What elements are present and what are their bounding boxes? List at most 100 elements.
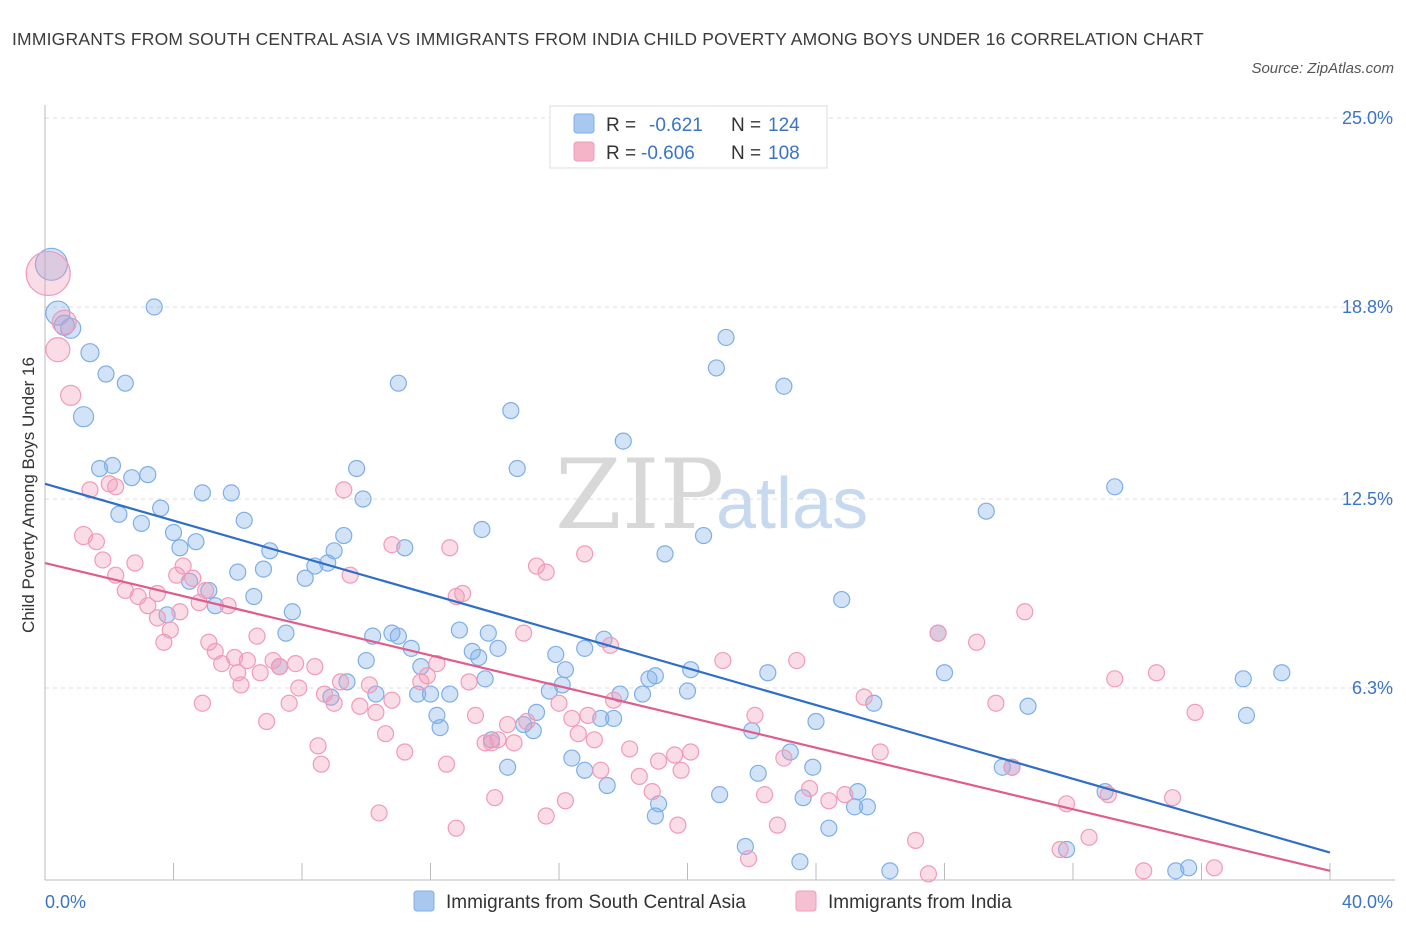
point-india-36 [286,654,305,673]
point-india-90 [871,743,889,761]
point-india-97 [1016,603,1034,621]
point-india-16 [161,621,179,639]
point-india-39 [309,737,327,755]
point-south-central-asia-38 [354,490,372,508]
point-india-124 [441,539,459,557]
point-south-central-asia-81 [633,685,652,703]
point-south-central-asia-40 [396,539,414,557]
point-south-central-asia-102 [807,712,825,731]
point-south-central-asia-54 [428,706,446,725]
point-south-central-asia-72 [556,661,575,679]
point-south-central-asia-99 [775,377,793,395]
point-india-38 [306,658,324,676]
point-south-central-asia-42 [383,624,401,642]
point-india-95 [987,694,1005,712]
point-india-33 [264,651,282,670]
point-south-central-asia-14 [152,499,170,517]
bottom-legend-label-south-central-asia: Immigrants from South Central Asia [446,892,746,913]
point-south-central-asia-98 [781,743,799,761]
point-india-115 [486,789,504,807]
point-south-central-asia-118 [1106,478,1124,496]
legend-r-label-1: R = [606,115,636,136]
point-south-central-asia-68 [499,758,517,776]
point-south-central-asia-89 [646,807,664,825]
point-india-111 [258,712,276,731]
point-south-central-asia-73 [547,645,565,664]
point-india-49 [396,743,414,761]
point-south-central-asia-9 [91,459,109,478]
point-south-central-asia-83 [614,432,632,450]
bottom-legend-label-india: Immigrants from India [828,892,1012,913]
point-india-11 [126,554,144,572]
point-south-central-asia-57 [463,642,481,661]
legend-r-value-1: -0.621 [649,115,703,136]
point-south-central-asia-108 [858,798,877,816]
x-tick-label-max: 40.0% [1342,892,1393,912]
point-south-central-asia-79 [598,776,616,795]
point-south-central-asia-36 [335,526,353,545]
point-south-central-asia-35 [325,542,343,560]
point-india-64 [518,712,536,731]
point-india-82 [746,706,764,725]
grid-lines [45,117,1395,689]
point-india-37 [290,679,308,697]
y-axis-title: Child Poverty Among Boys Under 16 [19,357,38,633]
point-south-central-asia-96 [759,664,777,682]
point-south-central-asia-8 [72,406,95,428]
point-india-125 [576,545,594,563]
point-india-113 [370,804,388,822]
source-label: Source: ZipAtlas.com [1251,60,1394,77]
point-india-76 [643,783,661,801]
legend-swatch-south-central-asia [573,113,595,134]
point-india-20 [184,569,202,587]
point-india-68 [563,709,581,728]
point-india-89 [855,688,873,706]
watermark-atlas: atlas [716,464,868,544]
point-india-81 [714,651,732,670]
legend-n-value-2: 108 [768,143,800,164]
point-india-17 [168,566,186,584]
point-india-22 [197,581,215,600]
point-india-108 [107,478,125,496]
point-india-35 [280,694,298,712]
point-south-central-asia-78 [576,761,594,779]
point-india-117 [556,792,575,810]
point-india-18 [174,557,192,575]
legend-swatch-india [573,141,595,162]
trend-lines [44,482,1331,872]
point-south-central-asia-97 [749,764,767,782]
point-south-central-asia-107 [849,783,867,801]
point-india-92 [919,865,938,883]
point-india-44 [351,697,369,715]
point-india-41 [325,694,343,712]
point-south-central-asia-63 [502,402,520,420]
y-tick-label-1: 12.5% [1342,489,1393,509]
point-south-central-asia-21 [235,511,253,529]
point-south-central-asia-27 [254,560,273,578]
point-india-31 [248,627,266,645]
point-south-central-asia-4 [80,343,100,363]
point-south-central-asia-80 [611,685,629,703]
point-south-central-asia-19 [171,539,189,557]
point-south-central-asia-0 [34,247,69,281]
point-south-central-asia-109 [881,862,899,880]
point-south-central-asia-82 [605,709,623,728]
point-south-central-asia-123 [1273,664,1291,682]
y-tick-label-3: 25.0% [1342,108,1393,128]
point-south-central-asia-37 [348,459,366,478]
series-india-points [25,250,1223,883]
point-south-central-asia-30 [283,603,301,621]
legend-box [549,105,828,169]
point-india-53 [437,755,456,773]
point-india-45 [360,676,379,694]
correlation-legend: R = -0.621 N = 124 R = -0.606 N = 108 [549,105,828,169]
point-south-central-asia-115 [935,664,954,682]
point-india-23 [200,633,218,651]
point-south-central-asia-61 [489,639,507,657]
point-south-central-asia-13 [110,505,128,523]
series-south-central-asia-points [34,247,1291,880]
point-south-central-asia-20 [187,533,205,551]
point-india-109 [148,609,167,627]
point-india-48 [383,691,401,709]
legend-r-value-2: -0.606 [641,143,695,164]
